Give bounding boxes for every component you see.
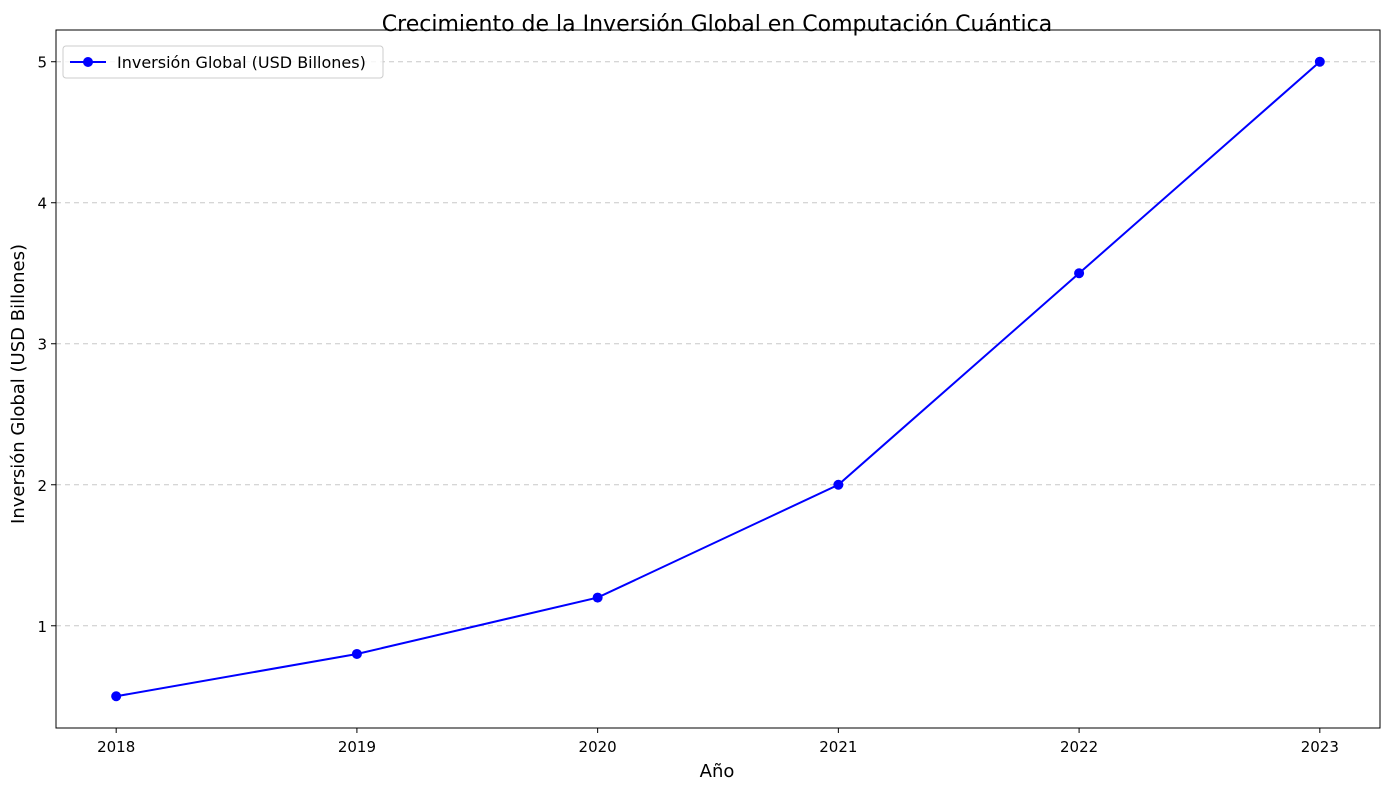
y-tick-label: 3 xyxy=(37,336,47,354)
x-tick-label: 2022 xyxy=(1060,738,1098,756)
plot-area-frame xyxy=(55,29,1381,729)
series-layer xyxy=(111,56,1325,702)
legend: Inversión Global (USD Billones) xyxy=(62,45,384,79)
legend-label: Inversión Global (USD Billones) xyxy=(117,53,366,72)
data-point xyxy=(592,592,603,603)
data-point xyxy=(111,691,122,702)
y-tick-label: 5 xyxy=(37,54,47,72)
chart-title: Crecimiento de la Inversión Global en Co… xyxy=(382,12,1052,37)
legend-box xyxy=(62,45,384,79)
series-line xyxy=(116,60,1321,698)
x-tick-label: 2021 xyxy=(819,738,857,756)
data-point xyxy=(351,648,362,659)
x-tick-label: 2020 xyxy=(579,738,617,756)
x-tick-label: 2018 xyxy=(97,738,135,756)
x-tick-label: 2019 xyxy=(338,738,376,756)
x-tick-label: 2023 xyxy=(1301,738,1339,756)
data-point xyxy=(1314,56,1325,67)
axis-ticks: 1 2 3 4 5 2018 2019 2020 2021 2022 2023 xyxy=(37,54,1338,756)
legend-marker-swatch xyxy=(83,57,93,67)
data-point xyxy=(833,479,844,490)
y-tick-label: 1 xyxy=(37,618,47,636)
y-tick-label: 2 xyxy=(37,477,47,495)
grid-lines xyxy=(56,61,1380,627)
data-point xyxy=(1074,268,1085,279)
y-axis-label: Inversión Global (USD Billones) xyxy=(8,244,29,524)
y-tick-label: 4 xyxy=(37,195,47,213)
x-axis-label: Año xyxy=(700,761,735,782)
